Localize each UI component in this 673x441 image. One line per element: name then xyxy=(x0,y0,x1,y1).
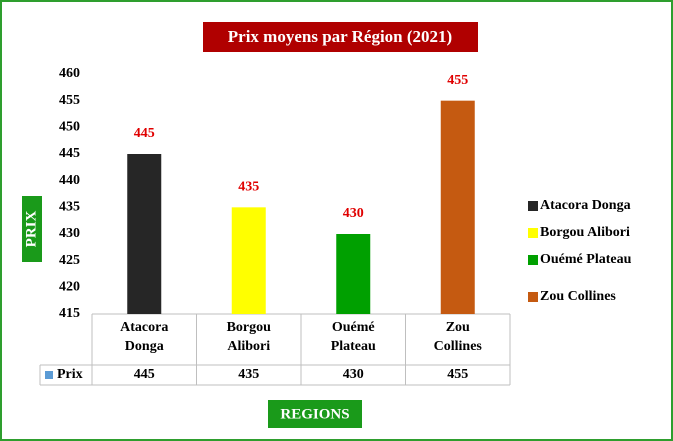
y-tick-label: 455 xyxy=(59,93,80,108)
legend-label: Ouémé Plateau xyxy=(540,252,632,267)
table-value: 455 xyxy=(447,367,468,382)
y-tick-label: 445 xyxy=(59,146,80,161)
chart-title: Prix moyens par Région (2021) xyxy=(228,27,452,46)
bar xyxy=(440,100,475,315)
legend-key xyxy=(45,371,53,379)
bar xyxy=(127,154,162,314)
y-tick-label: 420 xyxy=(59,280,80,295)
legend-label: Borgou Alibori xyxy=(540,225,630,240)
y-tick-label: 460 xyxy=(59,66,80,81)
legend-key xyxy=(528,292,538,302)
table-series-name: Prix xyxy=(57,367,83,382)
legend-label: Atacora Donga xyxy=(540,198,631,213)
x-tick-label: Atacora Donga xyxy=(120,320,168,354)
y-label-box xyxy=(22,196,42,262)
y-tick-label: 440 xyxy=(59,173,80,188)
legend-key xyxy=(528,228,538,238)
bar xyxy=(336,234,371,314)
x-tick-label: Ouémé Plateau xyxy=(331,320,376,354)
table-value: 445 xyxy=(134,367,155,382)
data-label: 435 xyxy=(238,180,259,195)
x-label-box xyxy=(268,400,362,428)
x-tick-label: Borgou Alibori xyxy=(227,320,272,354)
x-axis-label: REGIONS xyxy=(280,406,349,422)
table-value: 430 xyxy=(343,367,364,382)
data-label: 455 xyxy=(447,73,468,88)
x-tick-label: Zou Collines xyxy=(434,320,483,354)
bar xyxy=(231,207,266,314)
legend-key xyxy=(528,201,538,211)
data-label: 430 xyxy=(343,206,364,221)
legend-label: Zou Collines xyxy=(540,289,616,304)
y-tick-label: 415 xyxy=(59,306,80,321)
table-value: 435 xyxy=(238,367,259,382)
data-label: 445 xyxy=(134,126,155,141)
legend-key xyxy=(528,255,538,265)
title-box xyxy=(203,22,478,52)
y-axis-label: PRIX xyxy=(23,211,39,248)
y-tick-label: 430 xyxy=(59,226,80,241)
y-tick-label: 435 xyxy=(59,200,80,215)
y-tick-label: 425 xyxy=(59,253,80,268)
y-tick-label: 450 xyxy=(59,120,80,135)
